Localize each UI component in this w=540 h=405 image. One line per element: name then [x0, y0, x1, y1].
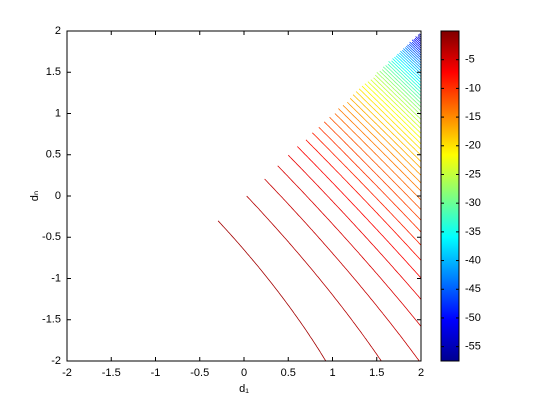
contour-line	[312, 132, 422, 246]
contour-line	[358, 88, 422, 150]
y-tick-label: -1.5	[42, 314, 61, 326]
y-tick-label: 0.5	[46, 149, 61, 161]
x-tick-label: 2	[418, 367, 424, 379]
contour-line	[367, 81, 422, 134]
contour-line	[414, 37, 422, 45]
contour-line	[407, 44, 422, 58]
contour-line	[376, 72, 422, 116]
contour-line	[395, 55, 422, 80]
contour-line	[413, 39, 422, 47]
x-axis-label: d₁	[239, 383, 249, 395]
contour-line	[318, 127, 422, 233]
colorbar-tick-label: -40	[465, 254, 481, 266]
contour-line	[408, 43, 422, 56]
y-tick-label: 2	[55, 25, 61, 37]
contour-line	[217, 220, 327, 362]
plot-area	[67, 31, 421, 361]
contour-line	[329, 116, 422, 210]
contour-line	[388, 61, 422, 93]
contour-line	[404, 47, 422, 64]
colorbar-tick-label: -15	[465, 111, 481, 123]
contour-line	[373, 77, 422, 125]
contour-line	[397, 53, 422, 77]
y-tick-label: -0.5	[42, 231, 61, 243]
contour-line	[338, 108, 422, 192]
colorbar-tick-label: -20	[465, 140, 481, 152]
contour-line	[392, 58, 422, 87]
colorbar-tick-label: -50	[465, 312, 481, 324]
y-tick-label: 1	[55, 107, 61, 119]
x-tick-label: -1.5	[102, 367, 121, 379]
contour-line	[387, 63, 422, 97]
y-tick-label: 1.5	[46, 66, 61, 78]
contour-line	[382, 66, 422, 104]
colorbar-tick-label: -10	[465, 82, 481, 94]
contour-line	[400, 50, 422, 72]
contour-line	[379, 70, 422, 112]
contour-line	[370, 79, 422, 129]
contour-line	[385, 65, 422, 100]
x-tick-label: 1.5	[369, 367, 384, 379]
colorbar	[440, 30, 460, 362]
contour-line	[349, 98, 422, 169]
contour-line	[264, 178, 420, 362]
contour-line	[406, 45, 422, 61]
contour-line	[394, 56, 422, 83]
y-tick-label: -1	[51, 272, 61, 284]
x-tick-label: 1	[329, 367, 335, 379]
contour-line	[411, 39, 422, 49]
colorbar-tick-label: -25	[465, 168, 481, 180]
contour-line	[381, 69, 422, 108]
colorbar-tick-label: -30	[465, 197, 481, 209]
x-tick-label: 0.5	[281, 367, 296, 379]
colorbar-tick-label: -45	[465, 283, 481, 295]
x-tick-label: -0.5	[190, 367, 209, 379]
contour-line	[361, 85, 422, 145]
contour-line	[323, 121, 422, 221]
contour-line	[411, 41, 422, 51]
y-tick-label: 0	[55, 190, 61, 202]
x-tick-label: -1	[151, 367, 161, 379]
contour-line	[352, 94, 422, 162]
contour-line	[399, 52, 422, 74]
contour-line	[364, 83, 422, 139]
contour-line	[409, 41, 422, 54]
contour-line	[342, 105, 422, 184]
contour-line	[277, 165, 422, 327]
contour-line	[334, 113, 422, 201]
contour-line	[347, 101, 422, 176]
contour-line	[355, 91, 422, 156]
contour-line	[288, 154, 422, 300]
contour-line	[374, 74, 422, 120]
y-axis-label: dₙ	[29, 191, 41, 202]
x-tick-label: -2	[62, 367, 72, 379]
contour-line	[403, 48, 422, 66]
contour-line	[297, 146, 422, 279]
contour-line	[305, 139, 422, 261]
x-tick-label: 0	[241, 367, 247, 379]
colorbar-tick-label: -55	[465, 341, 481, 353]
y-tick-label: -2	[51, 355, 61, 367]
contour-line	[246, 195, 382, 362]
contour-line	[391, 60, 422, 90]
colorbar-tick-label: -5	[465, 54, 475, 66]
colorbar-tick-label: -35	[465, 226, 481, 238]
contour-line	[402, 50, 422, 69]
